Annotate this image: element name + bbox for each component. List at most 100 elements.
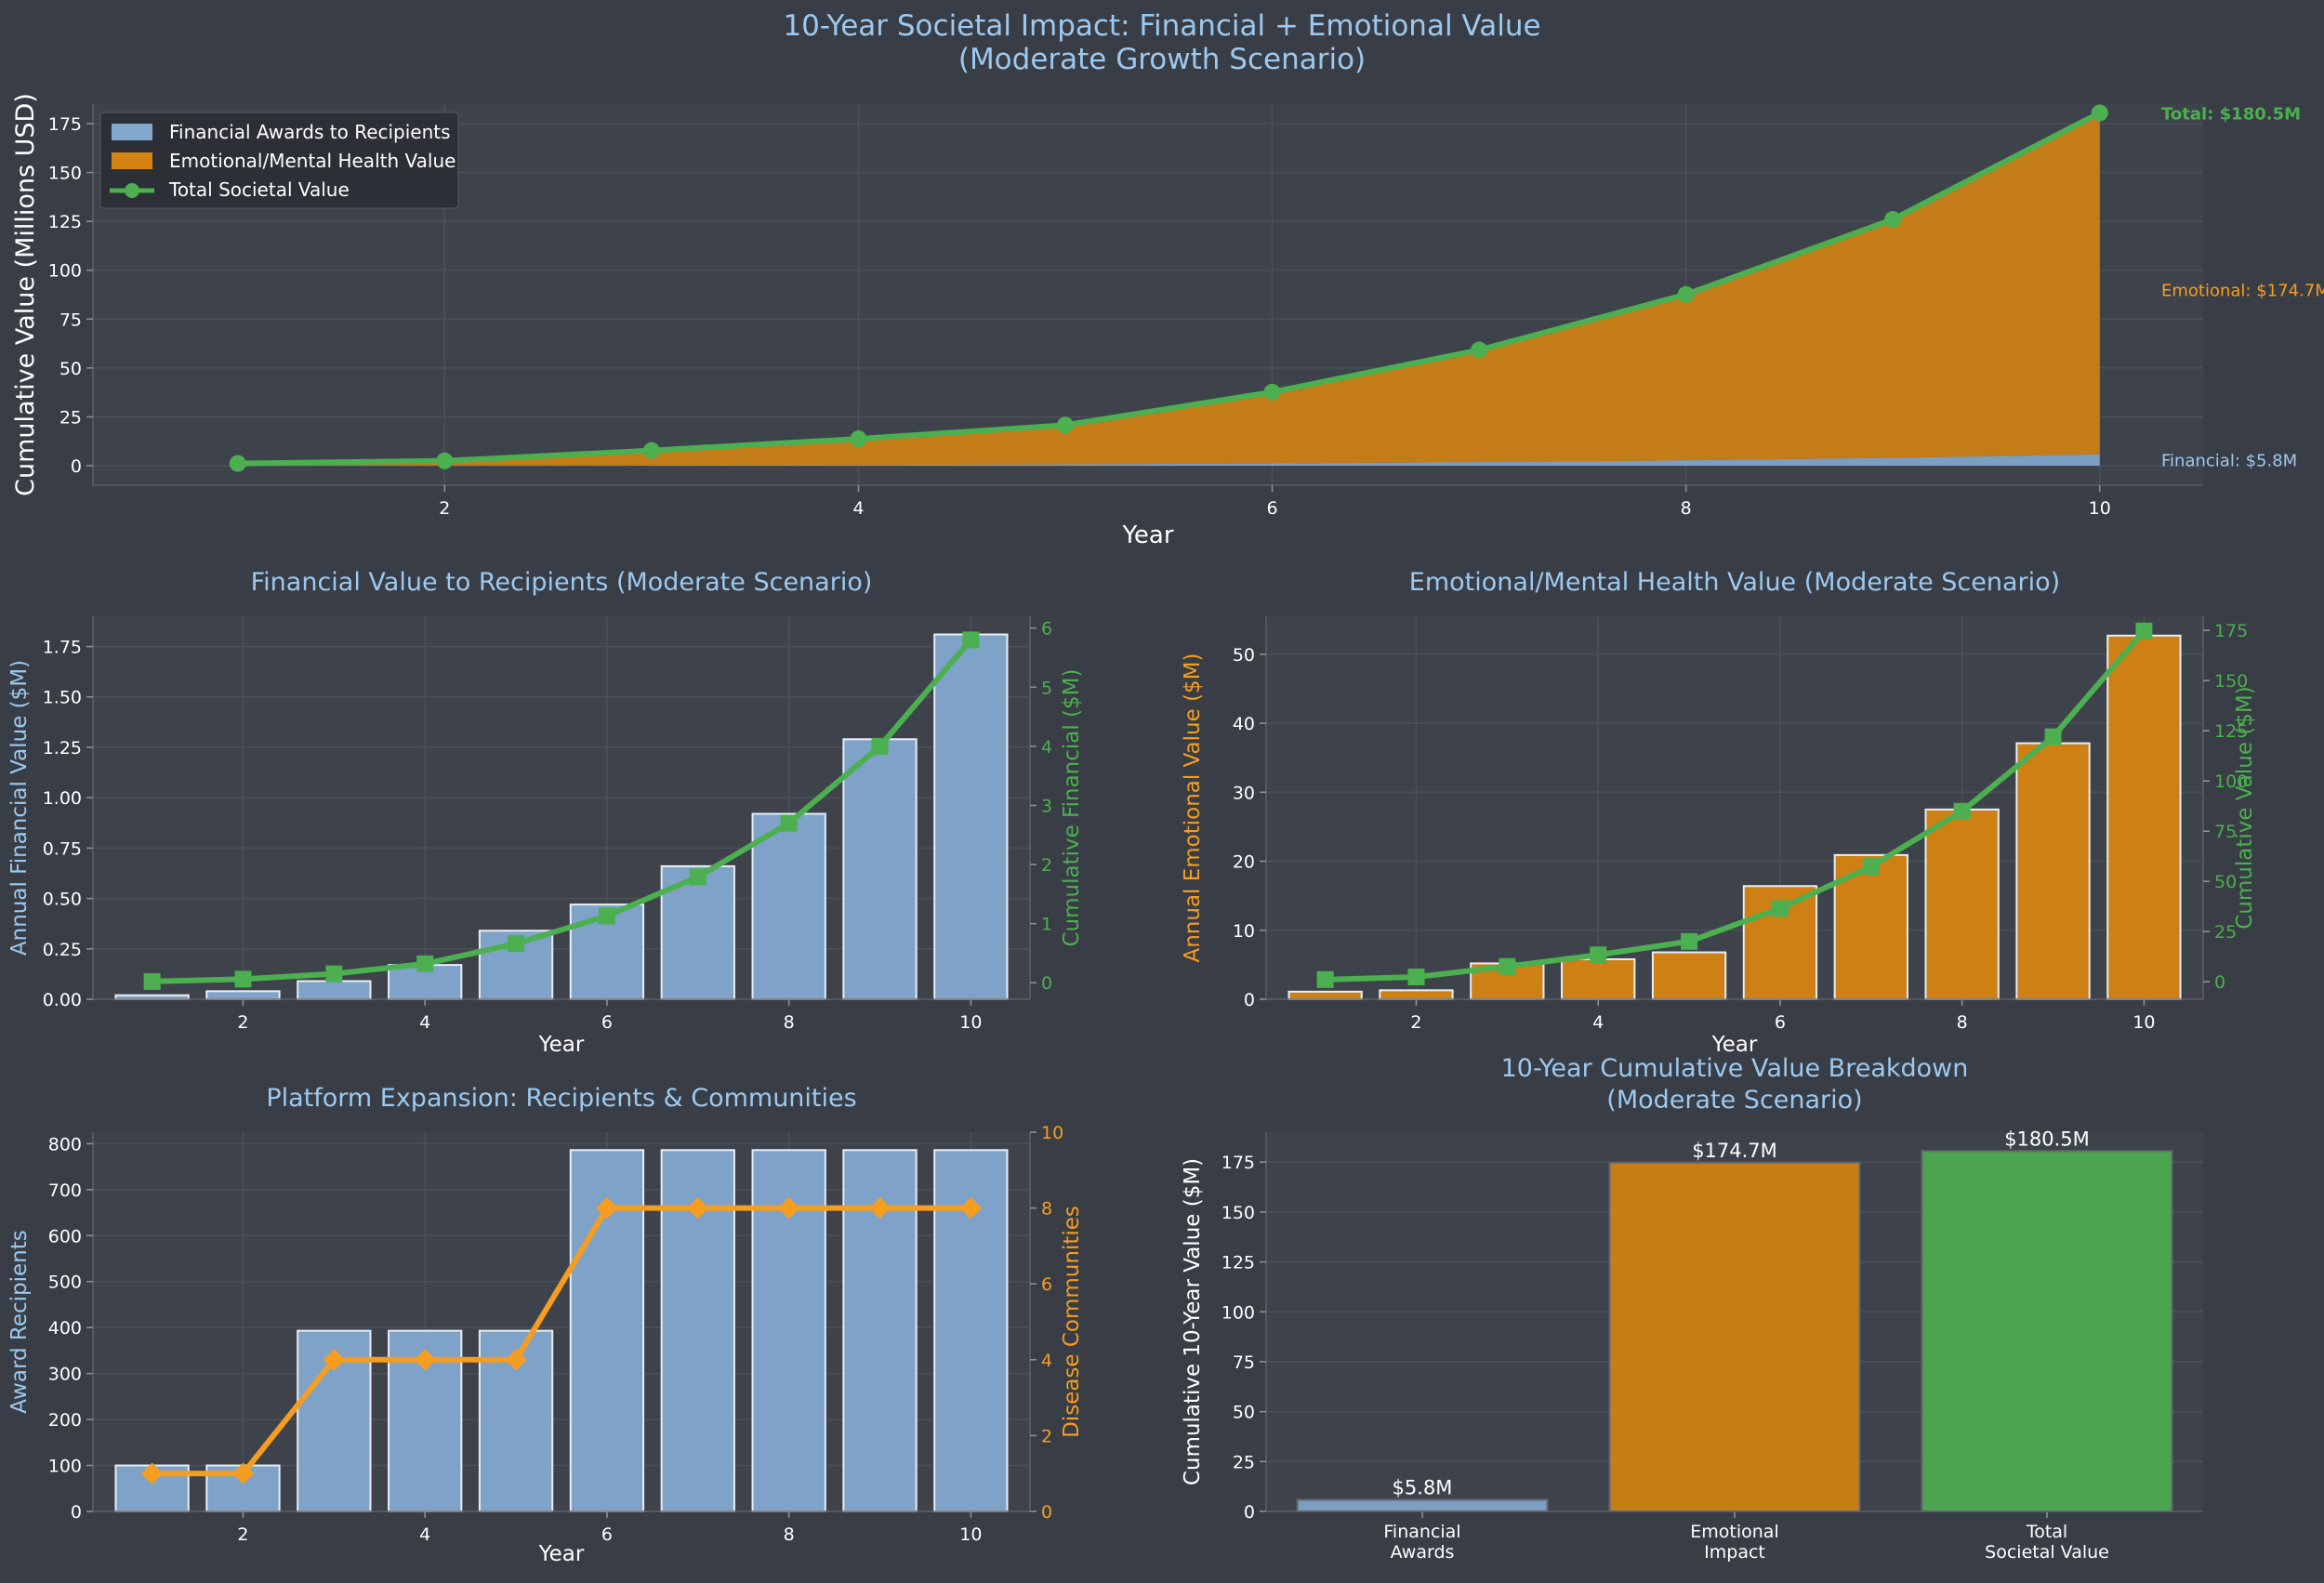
breakdown-ytick-label: 50 [1233,1403,1255,1423]
breakdown-category-label: Impact [1704,1542,1765,1563]
total-line [237,110,2102,467]
platform-ytick-label: 600 [48,1226,82,1247]
platform-line-point [868,1196,891,1220]
platform-x-axis-label: Year [538,1542,585,1566]
emotional-x-axis-label: Year [1711,1033,1758,1057]
figure-title-line-2: (Moderate Growth Scenario) [958,43,1366,76]
total-point [229,455,246,472]
total-point [1884,211,1902,229]
breakdown-title-line-1: 10-Year Cumulative Value Breakdown [1501,1054,1969,1083]
platform-ytick-label: 300 [48,1365,82,1385]
emotional-line [1325,628,2146,983]
emotional-axes: 0 10 20 30 40 50 0 25 50 75 100 125 150 175 2 4 6 8 10 Year… [1181,568,2257,1057]
platform-line-point [596,1196,618,1220]
financial-y-axis-label: Annual Financial Value ($M) [7,660,32,956]
breakdown-ytick-label: 150 [1221,1203,1255,1223]
financial-ytick-label: 1.00 [43,788,82,809]
platform-ytick-label: 800 [48,1134,82,1154]
emotional-line-point [1681,932,1698,950]
platform-line-point [140,1462,164,1484]
emotional-ytick-label: 0 [1244,990,1255,1010]
top-ytick-label: 125 [48,212,82,232]
financial-bar [933,633,1009,1001]
emotional-line-point [1862,858,1880,876]
emotional-ytick-right-label: 75 [2214,822,2237,842]
financial-line-point [416,955,434,972]
platform-ytick-label: 500 [48,1273,82,1293]
emotional-line-point [1316,970,1334,988]
financial-y-axis-label-right: Cumulative Financial ($M) [1060,668,1084,946]
platform-line-point [505,1349,527,1371]
emotional-ytick-label: 20 [1233,852,1255,873]
platform-ytick-label: 100 [48,1457,82,1477]
emotional-area [237,112,2100,466]
financial-ytick-label: 1.75 [43,638,82,658]
financial-axes: 0.00 0.25 0.50 0.75 1.00 1.25 1.50 1.75 0 1 2 3 4 5 6 2… [7,568,1084,1057]
platform-line-point [231,1462,255,1484]
emotional-ytick-label: 40 [1233,714,1255,734]
platform-ytick-label: 0 [71,1502,82,1523]
emotional-bar [1924,808,2000,1000]
platform-ytick-label: 200 [48,1410,82,1431]
emotional-line-point [1407,969,1425,986]
top-xtick-label: 10 [2089,498,2111,519]
emotional-bar [1287,990,1363,1000]
financial-xtick-label: 10 [959,1012,982,1033]
platform-ytick-label: 400 [48,1318,82,1339]
breakdown-data-label: $5.8M [1393,1477,1453,1499]
breakdown-bar [1921,1150,2173,1513]
breakdown-ytick-label: 0 [1244,1502,1255,1523]
financial-ytick-label: 0.50 [43,890,82,910]
platform-line-point [959,1196,983,1220]
platform-line-point [777,1196,800,1220]
breakdown-category-label: Financial [1383,1522,1460,1542]
platform-y-axis-label-right: Disease Communities [1060,1206,1084,1438]
financial-ytick-right-label: 1 [1041,915,1052,935]
financial-title: Financial Value to Recipients (Moderate … [251,568,873,597]
emotional-line-point [1771,900,1789,917]
financial-area [237,454,2100,466]
emotional-ytick-right-label: 0 [2214,972,2225,993]
platform-line-point [687,1196,709,1220]
breakdown-bar [1296,1498,1549,1513]
platform-line [152,1205,971,1477]
financial-line-point [689,868,706,886]
legend-swatch-total-marker [125,183,139,198]
top-xtick-label: 4 [852,498,864,519]
emotional-y-axis-label-right: Cumulative Value ($M) [2233,686,2257,929]
financial-line-point [143,972,161,990]
top-legend: Financial Awards to Recipients Emotional/… [99,112,459,209]
emotional-line-point [2044,728,2062,745]
financial-line-point [598,907,615,925]
total-point [1263,383,1281,401]
platform-line-point [414,1349,436,1371]
top-ytick-label: 25 [59,407,82,428]
financial-bar [751,812,826,1000]
financial-ytick-right-label: 3 [1041,796,1052,816]
platform-xtick-label: 6 [601,1524,613,1545]
financial-ytick-right-label: 0 [1041,973,1052,994]
breakdown-ytick-label: 175 [1221,1153,1255,1173]
top-xtick-label: 2 [439,498,450,519]
total-point [1471,341,1488,359]
financial-line-point [871,737,889,755]
financial-xtick-label: 8 [784,1012,795,1033]
emotional-xtick-label: 6 [1775,1012,1786,1033]
emotional-line-point [1499,957,1516,975]
top-x-axis-label: Year [1121,521,1173,549]
top-ytick-label: 150 [48,164,82,184]
financial-line-point [234,970,252,988]
financial-line-point [962,631,980,649]
breakdown-ytick-label: 100 [1221,1302,1255,1323]
breakdown-bar [1608,1161,1861,1512]
annotation-emotional: Emotional: $174.7M [2161,282,2324,301]
legend-box [99,112,459,209]
financial-line [152,638,973,984]
breakdown-ytick-label: 125 [1221,1253,1255,1273]
financial-bar [842,738,918,1000]
breakdown-category-label: Awards [1391,1542,1455,1563]
financial-xtick-label: 6 [601,1012,613,1033]
emotional-ytick-right-label: 100 [2214,772,2248,792]
emotional-ytick-label: 50 [1233,645,1255,666]
